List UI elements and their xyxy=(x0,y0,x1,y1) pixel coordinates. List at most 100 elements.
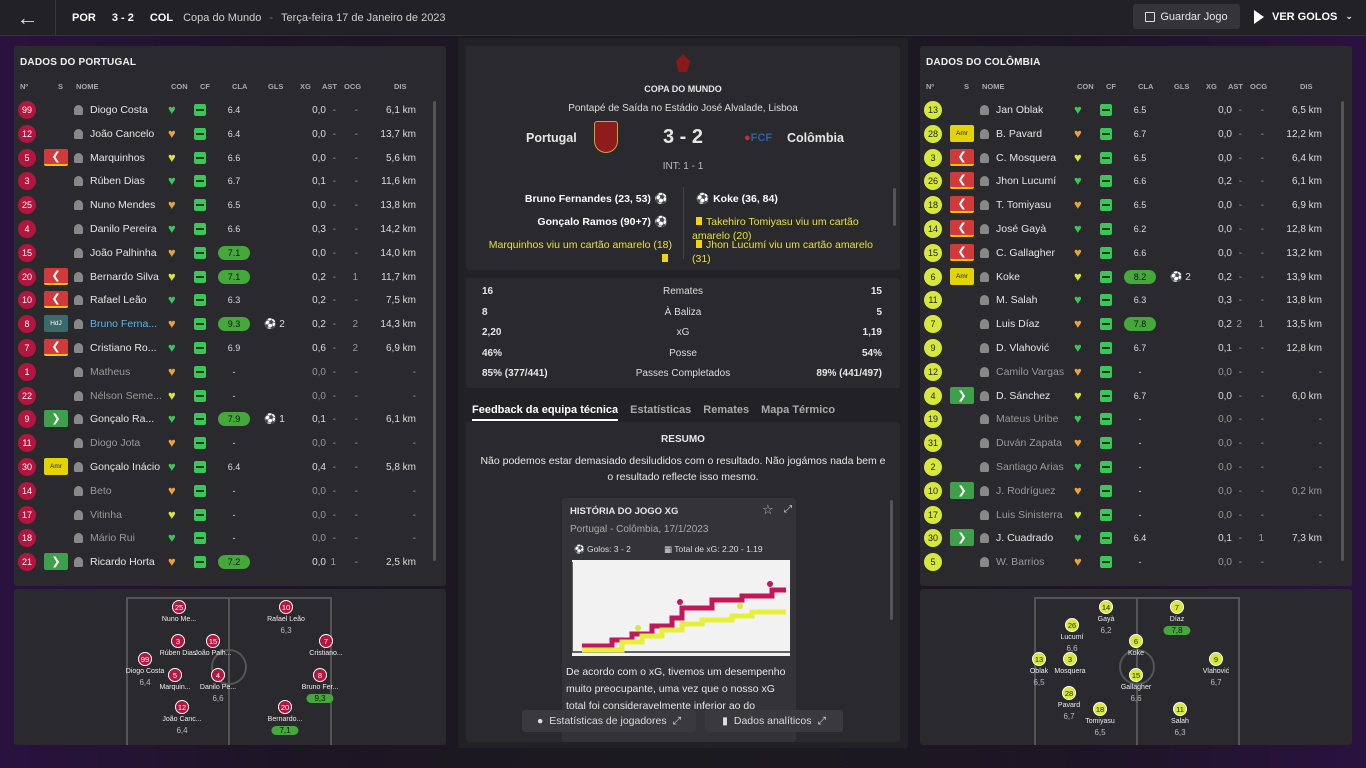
player-name[interactable]: Vitinha xyxy=(90,508,122,521)
player-name[interactable]: Duván Zapata xyxy=(996,437,1062,450)
player-stats-button[interactable]: ● Estatísticas de jogadores ⤢ xyxy=(522,710,696,732)
pitch-player-number[interactable]: 13 xyxy=(1032,652,1046,666)
column-header-cf[interactable]: CF xyxy=(200,82,210,91)
player-name[interactable]: J. Rodríguez xyxy=(996,484,1056,497)
table-row[interactable]: 18 ❮ T. Tomiyasu ♥ 6.5 0,0 - - 6,9 km xyxy=(920,193,1352,217)
pitch-player-number[interactable]: 3 xyxy=(1063,652,1077,666)
table-row[interactable]: 7 Luis Díaz ♥ 7.8 0,2 2 1 13,5 km xyxy=(920,312,1352,336)
table-row[interactable]: 18 Mário Rui ♥ - 0,0 - - - xyxy=(14,526,446,550)
table-row[interactable]: 26 ❮ Jhon Lucumí ♥ 6.6 0,2 - - 6,1 km xyxy=(920,169,1352,193)
player-name[interactable]: Ricardo Horta xyxy=(90,556,155,569)
table-row[interactable]: 2 Santiago Arias ♥ - 0,0 - - - xyxy=(920,455,1352,479)
column-header-name[interactable]: NOME xyxy=(982,82,1005,91)
player-name[interactable]: José Gayà xyxy=(996,223,1047,235)
column-header-cla[interactable]: CLA xyxy=(1138,82,1154,91)
pitch-player-number[interactable]: 25 xyxy=(172,600,186,614)
column-header-ocg[interactable]: OCG xyxy=(344,82,362,91)
tab-3[interactable]: Mapa Térmico xyxy=(761,404,836,416)
table-row[interactable]: 12 Camilo Vargas ♥ - 0,0 - - - xyxy=(920,360,1352,384)
player-name[interactable]: Rúben Dias xyxy=(90,175,145,188)
tab-0[interactable]: Feedback da equipa técnica xyxy=(472,404,619,421)
column-header-s[interactable]: S xyxy=(964,82,970,91)
player-name[interactable]: B. Pavard xyxy=(996,127,1043,140)
pitch-player-number[interactable]: 6 xyxy=(1129,634,1143,648)
column-header-gls[interactable]: GLS xyxy=(268,82,284,91)
back-arrow-icon[interactable]: ← xyxy=(0,0,56,36)
table-row[interactable]: 21 ❯ Ricardo Horta ♥ 7.2 0,0 1 - 2,5 km xyxy=(14,550,446,574)
player-name[interactable]: Marquinhos xyxy=(90,151,145,164)
events-scrollbar[interactable] xyxy=(893,188,896,226)
pitch-player-number[interactable]: 11 xyxy=(1173,702,1187,716)
competition-name[interactable]: Copa do Mundo xyxy=(183,11,262,24)
column-header-gls[interactable]: GLS xyxy=(1174,82,1190,91)
pitch-player-number[interactable]: 12 xyxy=(175,700,189,714)
table-row[interactable]: 99 Diogo Costa ♥ 6.4 0,0 - - 6,1 km xyxy=(14,98,446,122)
tab-2[interactable]: Remates xyxy=(703,404,750,416)
pitch-player-number[interactable]: 7 xyxy=(1170,600,1184,614)
table-row[interactable]: 10 ❯ J. Rodríguez ♥ - 0,0 - - 0,2 km xyxy=(920,479,1352,503)
player-name[interactable]: Luis Díaz xyxy=(996,318,1040,331)
pitch-player-number[interactable]: 18 xyxy=(1093,702,1107,716)
column-header-dis[interactable]: DIS xyxy=(1300,82,1313,91)
pitch-player-number[interactable]: 4 xyxy=(211,668,225,682)
player-name[interactable]: Danilo Pereira xyxy=(90,223,157,235)
analytics-button[interactable]: ▮ Dados analíticos ⤢ xyxy=(705,710,843,732)
table-row[interactable]: 3 Rúben Dias ♥ 6.7 0,1 - - 11,6 km xyxy=(14,169,446,193)
pitch-player-number[interactable]: 15 xyxy=(1129,668,1143,682)
table-row[interactable]: 11 Diogo Jota ♥ - 0,0 - - - xyxy=(14,431,446,455)
player-name[interactable]: Nuno Mendes xyxy=(90,199,156,212)
table-row[interactable]: 17 Luis Sinisterra ♥ - 0,0 - - - xyxy=(920,503,1352,527)
table-row[interactable]: 3 ❮ C. Mosquera ♥ 6.5 0,0 - - 6,4 km xyxy=(920,146,1352,170)
column-header-xg[interactable]: XG xyxy=(300,82,311,91)
player-name[interactable]: Luis Sinisterra xyxy=(996,508,1063,521)
player-name[interactable]: Rafael Leão xyxy=(90,294,147,307)
column-header-ocg[interactable]: OCG xyxy=(1250,82,1268,91)
player-name[interactable]: J. Cuadrado xyxy=(996,532,1054,545)
table-row[interactable]: 30 ❯ J. Cuadrado ♥ 6.4 0,1 - 1 7,3 km xyxy=(920,526,1352,550)
player-name[interactable]: João Cancelo xyxy=(90,127,155,140)
table-row[interactable]: 14 Beto ♥ - 0,0 - - - xyxy=(14,479,446,503)
scrollbar[interactable] xyxy=(433,101,436,561)
player-name[interactable]: D. Vlahović xyxy=(996,342,1050,354)
table-row[interactable]: 5 W. Barrios ♥ - 0,0 - - - xyxy=(920,550,1352,574)
column-header-cf[interactable]: CF xyxy=(1106,82,1116,91)
pitch-player-number[interactable]: 7 xyxy=(319,634,333,648)
home-team-name[interactable]: Portugal xyxy=(526,131,577,145)
table-row[interactable]: 13 Jan Oblak ♥ 6.5 0,0 - - 6,5 km xyxy=(920,98,1352,122)
column-header-dis[interactable]: DIS xyxy=(394,82,407,91)
table-row[interactable]: 14 ❮ José Gayà ♥ 6.2 0,0 - - 12,8 km xyxy=(920,217,1352,241)
table-row[interactable]: 25 Nuno Mendes ♥ 6.5 0,0 - - 13,8 km xyxy=(14,193,446,217)
table-row[interactable]: 10 ❮ Rafael Leão ♥ 6.3 0,2 - - 7,5 km xyxy=(14,288,446,312)
pitch-player-number[interactable]: 5 xyxy=(168,668,182,682)
column-header-ast[interactable]: AST xyxy=(1228,82,1243,91)
player-name[interactable]: Gonçalo Ra... xyxy=(90,413,155,426)
table-row[interactable]: 11 M. Salah ♥ 6.3 0,3 - - 13,8 km xyxy=(920,288,1352,312)
pitch-player-number[interactable]: 26 xyxy=(1065,618,1079,632)
player-name[interactable]: C. Gallagher xyxy=(996,246,1055,259)
player-name[interactable]: D. Sánchez xyxy=(996,389,1051,402)
player-name[interactable]: C. Mosquera xyxy=(996,151,1057,164)
pitch-player-number[interactable]: 3 xyxy=(171,634,185,648)
player-name[interactable]: W. Barrios xyxy=(996,556,1045,569)
player-name[interactable]: T. Tomiyasu xyxy=(996,199,1052,212)
player-name[interactable]: Mateus Uribe xyxy=(996,413,1059,426)
table-row[interactable]: 9 D. Vlahović ♥ 6.7 0,1 - - 12,8 km xyxy=(920,336,1352,360)
player-name[interactable]: Mário Rui xyxy=(90,532,135,545)
player-name[interactable]: Matheus xyxy=(90,365,131,378)
table-row[interactable]: 5 ❮ Marquinhos ♥ 6.6 0,0 - - 5,6 km xyxy=(14,146,446,170)
pitch-player-number[interactable]: 9 xyxy=(1209,652,1223,666)
player-name[interactable]: Diogo Jota xyxy=(90,437,141,450)
player-name[interactable]: Jhon Lucumí xyxy=(996,175,1057,188)
table-row[interactable]: 30 Amr Gonçalo Inácio ♥ 6.4 0,4 - - 5,8 … xyxy=(14,455,446,479)
table-row[interactable]: 19 Mateus Uribe ♥ - 0,0 - - - xyxy=(920,407,1352,431)
column-header-xg[interactable]: XG xyxy=(1206,82,1217,91)
column-header-con[interactable]: CON xyxy=(171,82,188,91)
pitch-player-number[interactable]: 10 xyxy=(279,600,293,614)
save-game-button[interactable]: Guardar Jogo xyxy=(1133,4,1240,29)
table-row[interactable]: 8 HdJ Bruno Ferna... ♥ 9.3 ⚽ 2 0,2 - 2 1… xyxy=(14,312,446,336)
player-name[interactable]: Santiago Arias xyxy=(996,461,1064,473)
column-header-cla[interactable]: CLA xyxy=(232,82,248,91)
pitch-player-number[interactable]: 8 xyxy=(313,668,327,682)
player-name[interactable]: Cristiano Ro... xyxy=(90,342,157,354)
player-name[interactable]: Camilo Vargas xyxy=(996,365,1065,378)
